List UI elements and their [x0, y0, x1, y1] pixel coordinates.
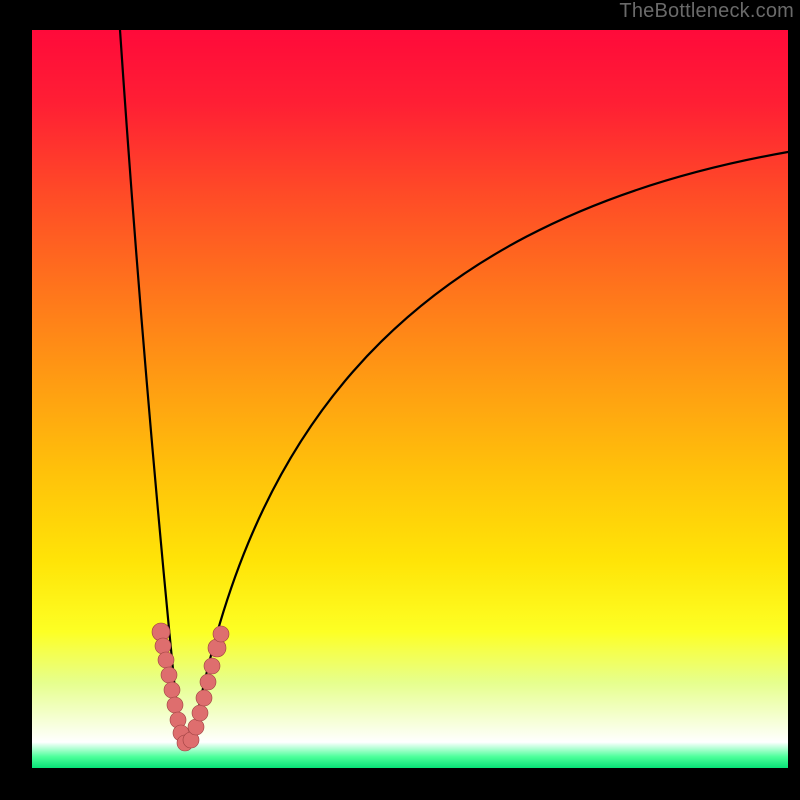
data-dot: [161, 667, 177, 683]
data-dot: [200, 674, 216, 690]
data-dot: [196, 690, 212, 706]
chart-svg: [32, 30, 788, 768]
data-dot: [167, 697, 183, 713]
data-dot: [213, 626, 229, 642]
data-dot: [158, 652, 174, 668]
data-dot: [188, 719, 204, 735]
data-dot: [155, 638, 171, 654]
chart-background-gradient: [32, 30, 788, 768]
chart-plot-area: [32, 30, 788, 768]
data-dot: [204, 658, 220, 674]
data-dot: [164, 682, 180, 698]
data-dot: [192, 705, 208, 721]
watermark-text: TheBottleneck.com: [619, 0, 794, 23]
